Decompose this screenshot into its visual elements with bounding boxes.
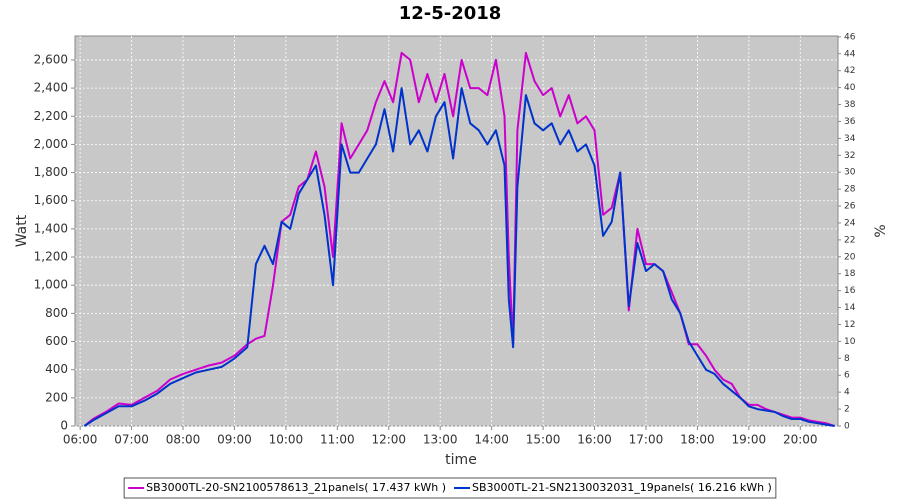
- y2-tick-label: 6: [844, 371, 850, 381]
- y2-tick-label: 44: [844, 49, 856, 59]
- y-tick-label: 600: [45, 334, 68, 348]
- y2-tick-label: 26: [844, 202, 856, 212]
- x-tick-label: 15:00: [526, 433, 561, 447]
- y2-tick-label: 34: [844, 134, 856, 144]
- x-tick-label: 10:00: [269, 433, 304, 447]
- x-tick-label: 19:00: [732, 433, 767, 447]
- plot-background: [74, 35, 839, 427]
- y2-tick-label: 42: [844, 66, 855, 76]
- y-tick-label: 1,200: [34, 250, 68, 264]
- y-tick-label: 0: [60, 419, 68, 433]
- y-axis-label: Watt: [14, 214, 30, 247]
- x-tick-label: 17:00: [629, 433, 664, 447]
- y-tick-label: 1,400: [34, 221, 68, 235]
- y2-tick-label: 32: [844, 151, 855, 161]
- y-tick-label: 400: [45, 362, 68, 376]
- y2-tick-label: 4: [844, 388, 850, 398]
- y2-axis-label: %: [873, 224, 889, 237]
- y2-tick-label: 20: [844, 252, 856, 262]
- y-tick-label: 2,000: [34, 137, 68, 151]
- y2-tick-label: 30: [844, 168, 856, 178]
- legend: SB3000TL-20-SN2100578613_21panels( 17.43…: [123, 477, 777, 499]
- legend-box: [123, 477, 777, 499]
- y2-tick-label: 46: [844, 32, 856, 42]
- x-tick-label: 20:00: [783, 433, 818, 447]
- legend-label: SB3000TL-20-SN2100578613_21panels( 17.43…: [146, 481, 446, 494]
- y2-tick-label: 14: [844, 303, 856, 313]
- y2-tick-label: 36: [844, 117, 856, 127]
- y-tick-label: 2,400: [34, 81, 68, 95]
- y-tick-label: 2,200: [34, 109, 68, 123]
- y2-tick-label: 16: [844, 286, 856, 296]
- y2-tick-label: 28: [844, 185, 856, 195]
- x-tick-label: 18:00: [680, 433, 715, 447]
- legend-item: SB3000TL-20-SN2100578613_21panels( 17.43…: [128, 481, 446, 494]
- y-tick-label: 1,000: [34, 278, 68, 292]
- series-line: [83, 51, 835, 427]
- y-tick-label: 1,800: [34, 165, 68, 179]
- legend-label: SB3000TL-21-SN2130032031_19panels( 16.21…: [472, 481, 772, 494]
- y2-tick-label: 8: [844, 354, 850, 364]
- y2-tick-label: 24: [844, 218, 856, 228]
- y-tick-label: 2,600: [34, 52, 68, 66]
- y2-tick-label: 12: [844, 320, 855, 330]
- y2-tick-label: 10: [844, 337, 856, 347]
- x-tick-label: 16:00: [577, 433, 612, 447]
- series-line: [83, 87, 835, 427]
- legend-item: SB3000TL-21-SN2130032031_19panels( 16.21…: [454, 481, 772, 494]
- y2-tick-label: 22: [844, 235, 855, 245]
- x-tick-label: 09:00: [217, 433, 252, 447]
- y-tick-label: 200: [45, 390, 68, 404]
- x-tick-label: 12:00: [371, 433, 406, 447]
- y-tick-label: 800: [45, 306, 68, 320]
- y2-tick-label: 0: [844, 422, 850, 432]
- x-tick-label: 14:00: [474, 433, 509, 447]
- x-tick-label: 11:00: [320, 433, 355, 447]
- chart-title: 12-5-2018: [399, 3, 502, 24]
- x-axis-label: time: [445, 452, 477, 468]
- y2-tick-label: 2: [844, 405, 850, 415]
- y2-tick-label: 38: [844, 100, 856, 110]
- x-tick-label: 07:00: [114, 433, 149, 447]
- x-tick-label: 06:00: [63, 433, 98, 447]
- x-tick-label: 13:00: [423, 433, 458, 447]
- x-tick-label: 08:00: [166, 433, 201, 447]
- y2-tick-label: 40: [844, 83, 856, 93]
- y2-tick-label: 18: [844, 269, 856, 279]
- y-tick-label: 1,600: [34, 193, 68, 207]
